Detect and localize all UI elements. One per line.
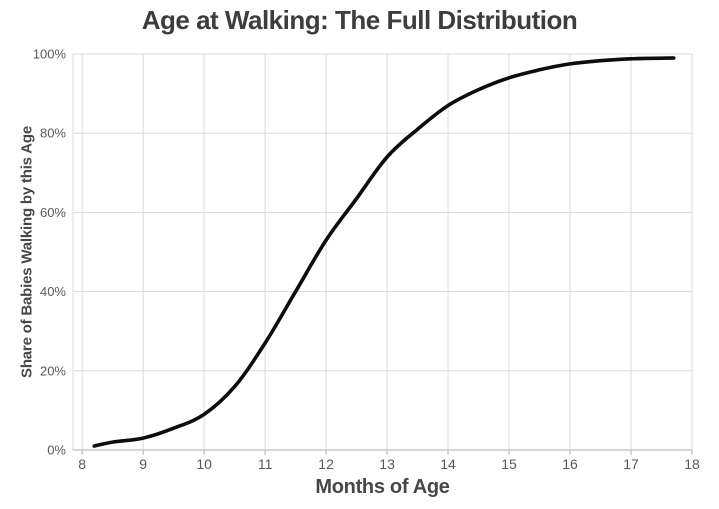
y-tick-label: 80% bbox=[40, 126, 66, 141]
x-tick-label: 18 bbox=[684, 456, 700, 472]
y-tick-label: 0% bbox=[47, 443, 66, 458]
x-tick-label: 9 bbox=[139, 456, 147, 472]
y-tick-label: 100% bbox=[33, 47, 67, 62]
x-tick-label: 10 bbox=[196, 456, 212, 472]
chart-title: Age at Walking: The Full Distribution bbox=[141, 5, 578, 35]
x-axis-title: Months of Age bbox=[315, 476, 450, 498]
distribution-curve bbox=[92, 56, 676, 448]
x-tick-label: 17 bbox=[623, 456, 639, 472]
plot-border bbox=[72, 53, 693, 451]
x-tick-label: 12 bbox=[318, 456, 334, 472]
x-tick-label: 8 bbox=[78, 456, 86, 472]
x-tick-label: 14 bbox=[440, 456, 456, 472]
y-tick-label: 20% bbox=[40, 363, 66, 378]
y-tick-label: 40% bbox=[40, 284, 66, 299]
x-tick-label: 16 bbox=[562, 456, 578, 472]
x-tick-label: 15 bbox=[501, 456, 517, 472]
x-tick-label: 13 bbox=[379, 456, 395, 472]
y-tick-label: 60% bbox=[40, 205, 66, 220]
x-tick-label: 11 bbox=[258, 456, 273, 472]
